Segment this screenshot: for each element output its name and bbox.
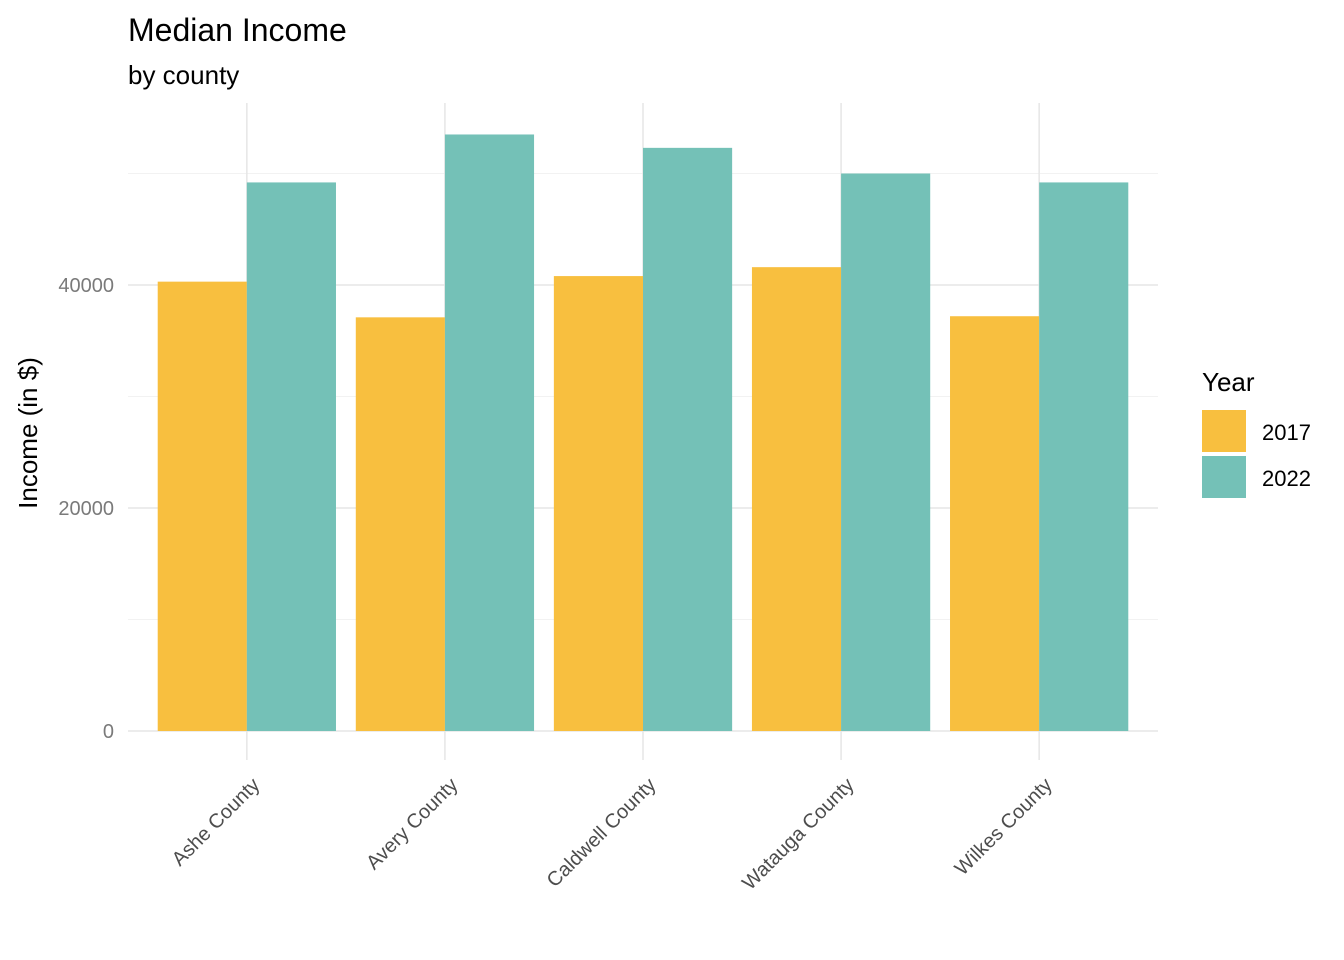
bar-2022 (643, 147, 733, 732)
x-tick-label: Wilkes County (951, 774, 1057, 880)
bar-2022 (1039, 182, 1129, 732)
legend-swatch-2017 (1202, 410, 1246, 452)
bar-2022 (246, 182, 336, 732)
legend-title: Year (1202, 367, 1255, 397)
y-axis-ticks: 0 20000 40000 (58, 275, 114, 743)
legend-swatch-2022 (1202, 456, 1246, 498)
x-tick-label: Caldwell County (543, 774, 661, 892)
legend-label-2017: 2017 (1262, 420, 1311, 445)
legend: Year 2017 2022 (1202, 367, 1311, 498)
y-tick-label: 40000 (58, 275, 114, 297)
bar-2017 (553, 276, 643, 731)
x-axis-ticks: Ashe County Avery County Caldwell County Wa… (168, 774, 1057, 894)
y-axis-label: Income (in $) (13, 357, 43, 509)
chart-subtitle: by county (128, 60, 239, 90)
legend-label-2022: 2022 (1262, 466, 1311, 491)
y-tick-label: 20000 (58, 498, 114, 520)
x-tick-label: Ashe County (168, 774, 265, 871)
bar-2017 (355, 317, 445, 731)
x-tick-label: Watauga County (738, 774, 858, 894)
chart-title: Median Income (128, 12, 347, 48)
y-tick-label: 0 (103, 721, 114, 743)
x-tick-label: Avery County (362, 774, 462, 874)
bar-2017 (157, 281, 247, 731)
bar-2017 (950, 316, 1040, 731)
bar-2017 (751, 267, 842, 731)
bar-2022 (444, 134, 535, 732)
bars (157, 134, 1129, 732)
bar-2022 (841, 173, 931, 731)
